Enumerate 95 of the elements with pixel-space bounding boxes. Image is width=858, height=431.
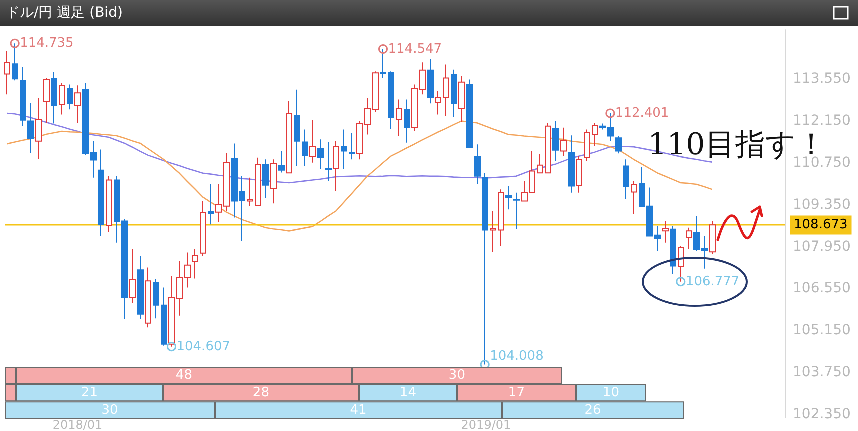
candlestick [161, 287, 167, 346]
y-tick-label: 102.350 [793, 406, 851, 422]
candlestick [294, 89, 300, 167]
candlestick [552, 120, 559, 162]
candlestick [270, 159, 277, 204]
candlestick [388, 71, 394, 130]
candlestick [568, 135, 575, 194]
candlestick [537, 154, 543, 174]
candlestick [623, 159, 629, 200]
annotation: 114.547 [388, 42, 442, 57]
candlestick [505, 186, 512, 210]
candlestick [474, 144, 481, 185]
candlestick [545, 122, 551, 174]
candlestick [466, 79, 473, 148]
candlestick [286, 101, 292, 174]
candlestick [427, 58, 434, 104]
y-tick-label: 106.550 [793, 280, 851, 297]
candlestick [35, 97, 42, 160]
annotation: 106.777 [686, 274, 740, 290]
data-label: 26 [584, 402, 602, 418]
candlestick [482, 172, 488, 366]
candlestick [584, 129, 590, 162]
candlestick [145, 267, 151, 328]
candlestick [404, 99, 410, 144]
candlestick [247, 177, 253, 207]
y-tick-label: 112.150 [793, 113, 851, 130]
candlestick [490, 210, 496, 253]
candlestick [592, 122, 598, 147]
candlestick [200, 200, 206, 257]
y-tick-label: 109.350 [793, 196, 851, 213]
candlestick [333, 140, 339, 192]
data-label: 41 [350, 402, 367, 418]
y-tick-label: 103.750 [793, 364, 851, 380]
candlestick [302, 129, 308, 167]
data-label: 14 [400, 386, 416, 400]
candlestick [349, 132, 355, 160]
y-tick-label: 110.750 [793, 154, 851, 171]
candlestick [662, 220, 669, 244]
candlestick [27, 102, 34, 154]
candlestick [255, 157, 261, 207]
candlestick [153, 278, 159, 320]
candlestick [380, 48, 386, 79]
annotation: 112.401 [615, 106, 670, 121]
candlestick [670, 226, 676, 275]
candlestick [513, 192, 520, 230]
y-tick-label: 107.950 [793, 238, 851, 255]
y-tick-label: 105.150 [793, 322, 851, 339]
ref-line-label: 108.673 [794, 218, 848, 233]
y-tick-label: 113.550 [793, 71, 851, 88]
candlestick [615, 136, 622, 154]
candlestick [709, 220, 716, 256]
candlestick [341, 129, 347, 170]
candlestick [309, 120, 316, 164]
candlestick [451, 69, 457, 118]
candlestick [59, 82, 65, 116]
candlestick [560, 127, 567, 157]
data-label: 30 [448, 368, 466, 384]
chart-title: ドル/円 週足 (Bid) [0, 0, 858, 26]
candlestick [458, 76, 465, 124]
candlestick [67, 84, 73, 110]
candlestick [12, 43, 18, 82]
data-label: 30 [102, 402, 118, 418]
annotation: 104.607 [176, 339, 231, 354]
data-label: 17 [508, 386, 525, 400]
candlestick [43, 78, 50, 124]
x-tick-label: 2018/01 [52, 418, 103, 431]
candlestick [98, 149, 104, 237]
candlestick [208, 184, 214, 226]
candlestick [576, 156, 582, 194]
candlestick [192, 248, 198, 280]
data-label: 28 [252, 386, 270, 400]
candlestick [435, 90, 441, 116]
annotation: 114.735 [20, 36, 74, 52]
data-label: 21 [81, 386, 98, 400]
data-label: 48 [176, 368, 192, 384]
candlestick [129, 248, 136, 304]
candlestick [106, 176, 112, 233]
x-tick-label: 2019/01 [461, 418, 512, 431]
candlestick [325, 142, 332, 182]
annotation: 104.008 [490, 348, 544, 364]
candlestick [20, 66, 26, 127]
candlestick [74, 85, 81, 124]
candlestick [396, 99, 402, 137]
data-label: 10 [602, 386, 620, 400]
candlestick [51, 72, 57, 124]
candlestick [262, 159, 269, 198]
candlestick [678, 246, 684, 282]
candlestick [443, 64, 449, 118]
candlestick [137, 256, 144, 320]
candlestick [498, 189, 504, 247]
candlestick [317, 139, 324, 170]
candlestick [278, 150, 285, 174]
candlestick [4, 51, 10, 96]
candlestick [631, 180, 637, 215]
candlestick [686, 227, 692, 250]
